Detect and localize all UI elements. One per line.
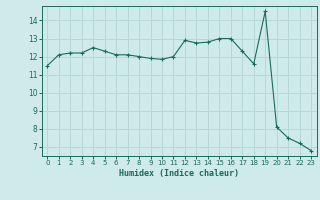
X-axis label: Humidex (Indice chaleur): Humidex (Indice chaleur): [119, 169, 239, 178]
